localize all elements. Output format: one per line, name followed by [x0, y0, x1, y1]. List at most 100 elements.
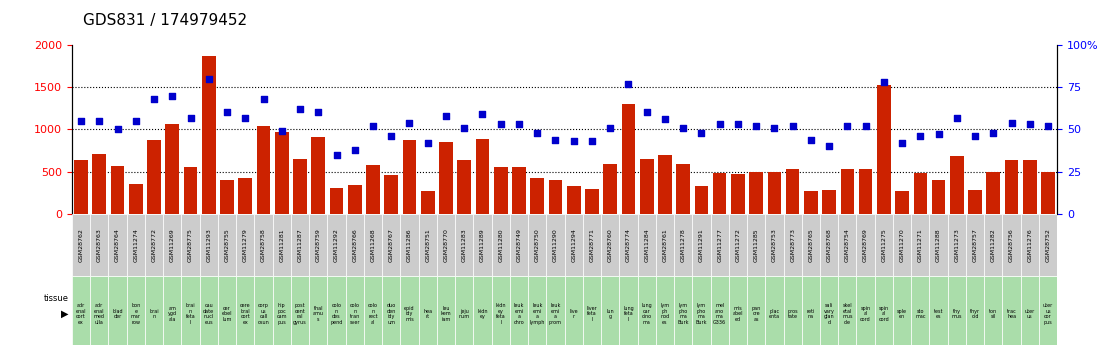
Bar — [309, 214, 328, 276]
Text: GSM28751: GSM28751 — [425, 228, 431, 262]
Bar — [875, 276, 893, 345]
Point — [528, 130, 546, 136]
Text: spin
al
cord: spin al cord — [860, 306, 871, 322]
Text: sto
mac: sto mac — [915, 309, 925, 319]
Text: GSM11289: GSM11289 — [480, 228, 485, 262]
Bar — [218, 214, 236, 276]
Bar — [72, 276, 90, 345]
Text: GSM11271: GSM11271 — [918, 228, 923, 262]
Bar — [474, 276, 492, 345]
Bar — [674, 214, 692, 276]
Bar — [126, 276, 145, 345]
Point — [455, 125, 473, 130]
Point — [437, 113, 455, 119]
Bar — [674, 276, 692, 345]
Text: pan
cre
as: pan cre as — [752, 306, 761, 322]
Text: GSM28768: GSM28768 — [827, 228, 831, 262]
Text: leuk
emi
a
prom: leuk emi a prom — [549, 303, 562, 325]
Text: GSM28756: GSM28756 — [1010, 228, 1014, 262]
Bar — [1023, 160, 1036, 214]
Text: live
r: live r — [569, 309, 578, 319]
Bar — [640, 159, 653, 214]
Bar — [966, 214, 984, 276]
Bar — [694, 186, 708, 214]
Text: thy
mus: thy mus — [952, 309, 962, 319]
Bar — [838, 214, 857, 276]
Text: hea
rt: hea rt — [423, 309, 433, 319]
Point — [200, 76, 218, 81]
Text: GSM11284: GSM11284 — [644, 228, 649, 262]
Bar — [199, 276, 218, 345]
Point — [747, 123, 765, 129]
Bar — [893, 276, 911, 345]
Bar — [218, 276, 236, 345]
Bar — [655, 276, 674, 345]
Text: GSM28762: GSM28762 — [79, 228, 83, 262]
Bar — [199, 214, 218, 276]
Point — [893, 140, 911, 146]
Text: colo
n
des
pend: colo n des pend — [330, 303, 343, 325]
Text: corp
us
call
osun: corp us call osun — [258, 303, 269, 325]
Text: epid
idy
mis: epid idy mis — [404, 306, 415, 322]
Bar — [494, 167, 507, 214]
Bar — [145, 276, 163, 345]
Bar — [182, 214, 199, 276]
Bar — [1021, 214, 1039, 276]
Text: GSM11291: GSM11291 — [699, 228, 704, 262]
Bar — [911, 276, 930, 345]
Text: GSM28774: GSM28774 — [625, 228, 631, 262]
Text: colo
n
tran
sver: colo n tran sver — [350, 303, 360, 325]
Bar — [930, 214, 948, 276]
Text: colo
n
rect
al: colo n rect al — [368, 303, 377, 325]
Bar — [728, 276, 747, 345]
Bar — [513, 167, 526, 214]
Bar — [328, 214, 345, 276]
Bar — [913, 173, 928, 214]
Bar — [711, 276, 728, 345]
Point — [930, 132, 948, 137]
Bar — [619, 214, 638, 276]
Bar — [437, 276, 455, 345]
Bar — [236, 276, 255, 345]
Text: plac
enta: plac enta — [769, 309, 780, 319]
Bar — [749, 172, 763, 214]
Point — [565, 138, 582, 144]
Bar — [255, 214, 272, 276]
Text: GSM11270: GSM11270 — [900, 228, 904, 262]
Text: GSM28754: GSM28754 — [845, 228, 850, 262]
Bar — [93, 154, 106, 214]
Bar — [984, 214, 1003, 276]
Bar — [401, 276, 418, 345]
Bar — [530, 178, 544, 214]
Point — [474, 111, 492, 117]
Text: pros
tate: pros tate — [787, 309, 798, 319]
Point — [182, 115, 199, 120]
Text: leuk
emi
a
chro: leuk emi a chro — [514, 303, 525, 325]
Bar — [969, 190, 982, 214]
Bar — [565, 276, 582, 345]
Bar — [820, 276, 838, 345]
Bar — [804, 191, 818, 214]
Text: GSM28757: GSM28757 — [973, 228, 977, 262]
Text: bon
e
mar
row: bon e mar row — [131, 303, 141, 325]
Bar — [823, 190, 836, 214]
Bar — [601, 214, 619, 276]
Text: GSM11286: GSM11286 — [407, 228, 412, 262]
Point — [1021, 121, 1038, 127]
Bar — [601, 276, 619, 345]
Bar — [510, 214, 528, 276]
Bar — [108, 214, 126, 276]
Point — [875, 79, 892, 85]
Text: GSM28752: GSM28752 — [1046, 228, 1051, 262]
Bar — [930, 276, 948, 345]
Point — [674, 125, 692, 130]
Bar — [330, 188, 343, 214]
Bar — [455, 276, 474, 345]
Bar — [476, 139, 489, 214]
Bar — [345, 276, 364, 345]
Bar — [418, 276, 437, 345]
Bar — [528, 214, 547, 276]
Text: GSM11285: GSM11285 — [754, 228, 758, 262]
Bar — [382, 214, 401, 276]
Text: GSM28775: GSM28775 — [188, 228, 193, 262]
